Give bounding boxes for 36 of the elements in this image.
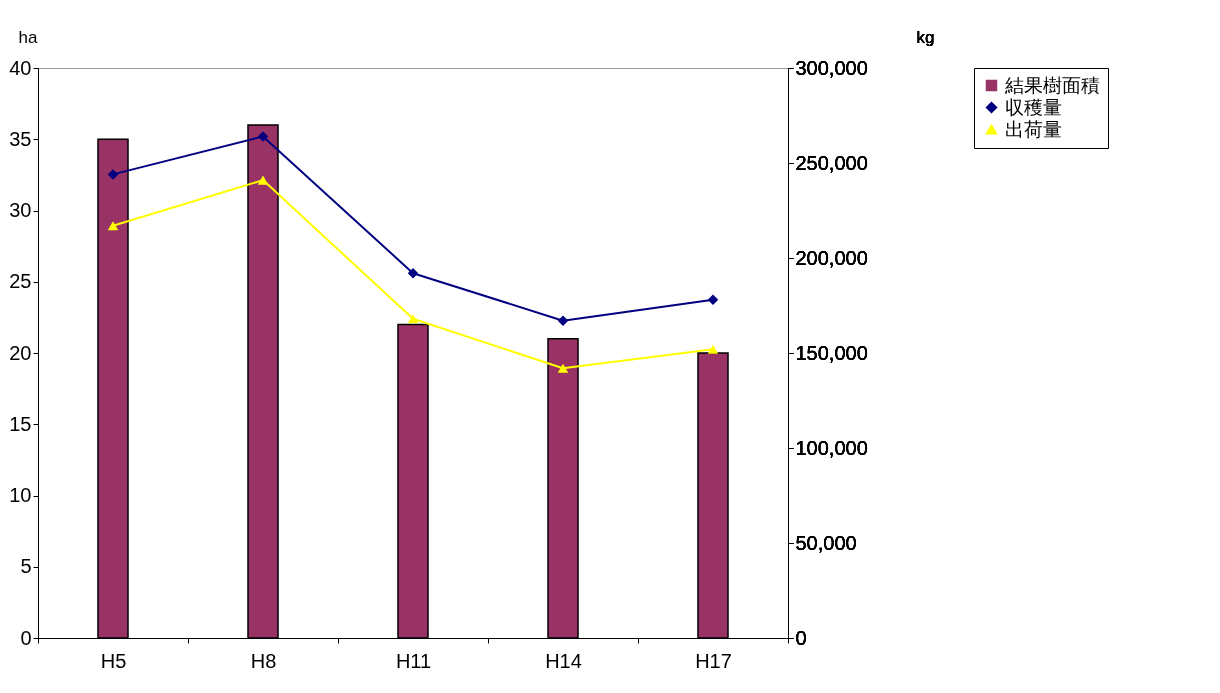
y2-tick-label: 0 <box>795 626 807 649</box>
point <box>407 314 419 324</box>
x-tick-label: H11 <box>395 649 432 672</box>
y-tick-label: 40 <box>9 56 32 79</box>
y-tick-label: 20 <box>9 341 32 364</box>
point <box>407 267 419 279</box>
y-tick-label: 15 <box>9 412 32 435</box>
y2-tick-label: 300,000 <box>795 56 868 79</box>
legend-label: 結果樹面積 <box>1004 74 1100 96</box>
point <box>107 221 119 231</box>
point <box>257 175 269 185</box>
y-tick-label: 25 <box>9 270 32 293</box>
y-axis-title: ha <box>18 27 38 47</box>
point <box>707 294 719 306</box>
x-tick-label: H5 <box>100 649 127 672</box>
y2-tick-label: 50,000 <box>795 531 857 554</box>
legend-label: 出荷量 <box>1005 118 1062 140</box>
y2-tick-label: 200,000 <box>795 246 868 269</box>
point <box>707 344 719 354</box>
y-tick-label: 0 <box>20 626 32 649</box>
x-tick-label: H14 <box>545 649 582 672</box>
y2-axis-title: kg <box>916 27 935 47</box>
y2-tick-label: 100,000 <box>795 436 868 459</box>
point <box>557 363 569 373</box>
y2-tick-label: 250,000 <box>795 151 868 174</box>
y-tick-label: 5 <box>20 555 32 578</box>
legend-label: 収穫量 <box>1005 96 1062 118</box>
y-tick-label: 35 <box>9 127 32 150</box>
y-tick-label: 30 <box>9 199 32 221</box>
x-tick-label: H17 <box>695 649 732 672</box>
point <box>107 169 119 180</box>
y-tick-label: 10 <box>9 484 32 506</box>
y2-tick-label: 150,000 <box>795 341 868 364</box>
point <box>557 315 569 326</box>
point <box>257 131 269 142</box>
x-tick-label: H8 <box>250 649 277 672</box>
